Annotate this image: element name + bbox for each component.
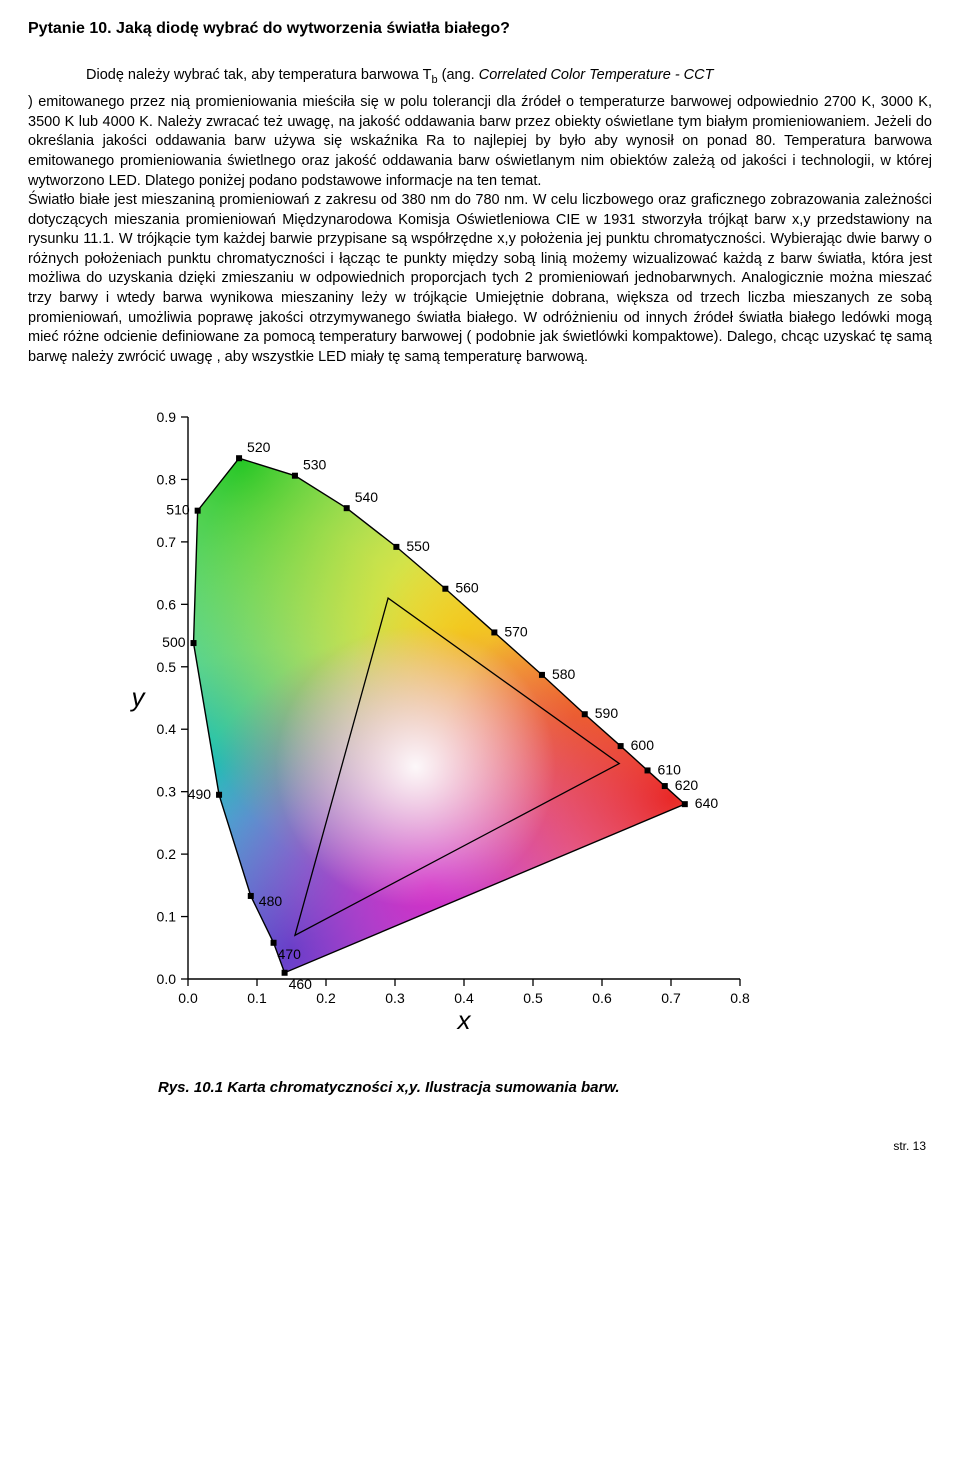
svg-text:0.3: 0.3 bbox=[157, 784, 177, 800]
svg-text:0.9: 0.9 bbox=[157, 409, 177, 425]
page-title: Pytanie 10. Jaką diodę wybrać do wytworz… bbox=[28, 18, 932, 40]
svg-text:470: 470 bbox=[278, 946, 302, 962]
svg-text:0.2: 0.2 bbox=[316, 990, 336, 1006]
svg-text:0.6: 0.6 bbox=[592, 990, 612, 1006]
svg-text:0.4: 0.4 bbox=[454, 990, 474, 1006]
svg-text:0.5: 0.5 bbox=[157, 659, 177, 675]
svg-text:0.4: 0.4 bbox=[157, 721, 177, 737]
svg-text:460: 460 bbox=[289, 976, 313, 992]
svg-text:520: 520 bbox=[247, 439, 271, 455]
cie-svg: 460 470 480 490 500 510 520 530 540 550 560 570 580 5… bbox=[118, 403, 758, 1043]
svg-text:0.2: 0.2 bbox=[157, 846, 177, 862]
svg-text:600: 600 bbox=[631, 737, 655, 753]
intro-post: (ang. bbox=[438, 67, 479, 83]
svg-text:490: 490 bbox=[188, 786, 212, 802]
svg-text:0.1: 0.1 bbox=[247, 990, 267, 1006]
body-text: ) emitowanego przez nią promieniowania m… bbox=[28, 93, 932, 367]
svg-text:0.8: 0.8 bbox=[730, 990, 750, 1006]
svg-text:640: 640 bbox=[695, 795, 719, 811]
svg-text:480: 480 bbox=[259, 893, 283, 909]
svg-text:620: 620 bbox=[675, 777, 699, 793]
svg-text:0.5: 0.5 bbox=[523, 990, 543, 1006]
page-number: str. 13 bbox=[28, 1138, 932, 1154]
svg-text:580: 580 bbox=[552, 666, 576, 682]
svg-text:0.7: 0.7 bbox=[661, 990, 681, 1006]
svg-text:0.1: 0.1 bbox=[157, 909, 177, 925]
svg-text:530: 530 bbox=[303, 457, 327, 473]
intro-pre: Diodę należy wybrać tak, aby temperatura… bbox=[86, 67, 431, 83]
figure-caption: Rys. 10.1 Karta chromatyczności x,y. Ilu… bbox=[158, 1078, 932, 1098]
svg-text:0.0: 0.0 bbox=[157, 971, 177, 987]
svg-text:590: 590 bbox=[595, 705, 619, 721]
intro-line: Diodę należy wybrać tak, aby temperatura… bbox=[86, 66, 932, 88]
svg-text:0.0: 0.0 bbox=[178, 990, 198, 1006]
svg-text:510: 510 bbox=[166, 502, 190, 518]
cie-chart: 460 470 480 490 500 510 520 530 540 550 560 570 580 5… bbox=[118, 403, 932, 1050]
svg-text:0.6: 0.6 bbox=[157, 597, 177, 613]
svg-text:500: 500 bbox=[162, 634, 186, 650]
svg-text:y: y bbox=[130, 682, 147, 712]
svg-text:550: 550 bbox=[406, 538, 430, 554]
svg-text:x: x bbox=[456, 1005, 472, 1035]
svg-text:610: 610 bbox=[658, 762, 682, 778]
svg-text:0.8: 0.8 bbox=[157, 472, 177, 488]
svg-text:0.7: 0.7 bbox=[157, 534, 177, 550]
svg-text:0.3: 0.3 bbox=[385, 990, 405, 1006]
svg-text:570: 570 bbox=[504, 624, 528, 640]
intro-italic: Correlated Color Temperature - CCT bbox=[479, 67, 714, 83]
svg-text:560: 560 bbox=[455, 580, 479, 596]
svg-text:540: 540 bbox=[355, 489, 379, 505]
